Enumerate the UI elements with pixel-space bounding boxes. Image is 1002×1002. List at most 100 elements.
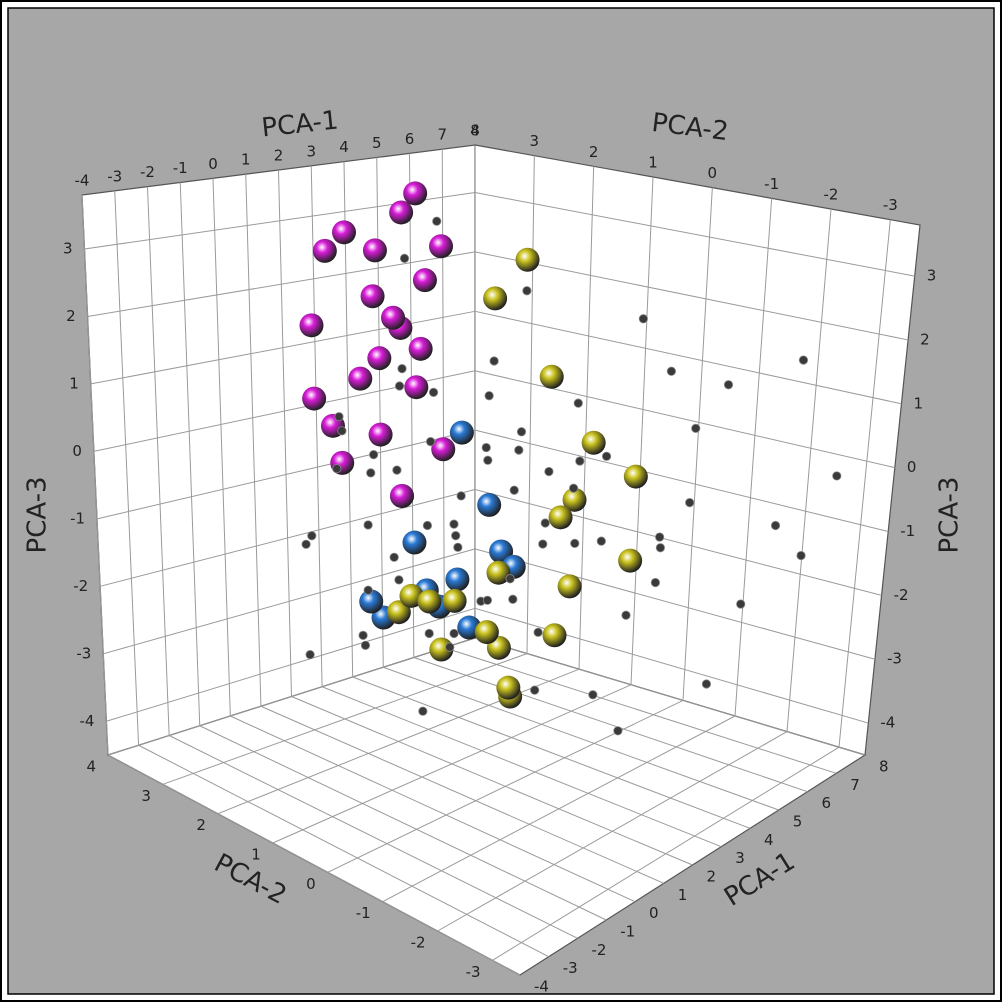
sphere-point <box>496 675 521 700</box>
point <box>399 253 410 263</box>
grid-line <box>444 647 837 774</box>
sphere-point <box>389 200 414 225</box>
grid-line <box>260 705 664 884</box>
sphere-point <box>539 364 564 389</box>
point <box>508 594 518 604</box>
tick-label: -2 <box>73 577 88 595</box>
point <box>509 485 519 495</box>
grid-line <box>437 731 788 932</box>
tick-label: -3 <box>563 959 578 977</box>
grid-line <box>107 637 476 756</box>
tick-label: 0 <box>649 904 659 922</box>
point <box>449 628 459 639</box>
sphere-point <box>429 234 454 259</box>
z-axis-title: PCA-3 <box>23 477 53 554</box>
point <box>394 381 405 391</box>
grid-line <box>838 219 891 748</box>
tick-label: 3 <box>306 142 316 160</box>
point <box>428 387 439 397</box>
tick-label: 2 <box>707 868 717 886</box>
tick-label: 8 <box>470 122 480 140</box>
point <box>569 483 579 493</box>
point <box>514 445 524 455</box>
point <box>522 286 532 296</box>
tick-label: 6 <box>822 794 832 812</box>
grid-line <box>272 684 632 844</box>
tick-label: -1 <box>900 522 915 540</box>
tick-label: -3 <box>883 196 898 214</box>
sphere-point <box>431 437 456 462</box>
point <box>701 679 712 689</box>
grid-line <box>382 715 736 903</box>
tick-label: -3 <box>107 167 122 185</box>
marks <box>299 181 842 736</box>
grid-line <box>81 194 109 756</box>
sphere-point <box>299 313 324 338</box>
tick-label: 4 <box>470 122 480 140</box>
tick-label: 8 <box>879 758 889 776</box>
sphere-point <box>562 487 587 512</box>
sphere-point <box>417 589 442 614</box>
grid-line <box>413 657 808 793</box>
point <box>334 412 344 422</box>
grid-line <box>212 178 231 717</box>
grid-line <box>474 192 915 277</box>
sphere-point <box>404 375 429 400</box>
grid-line <box>321 686 722 848</box>
tick-label: 4 <box>86 758 96 776</box>
point <box>389 552 399 562</box>
tick-label: -4 <box>534 978 549 996</box>
point <box>538 539 548 549</box>
z-axis-title: PCA-3 <box>935 477 965 554</box>
grid-line <box>734 198 773 717</box>
grid-line <box>630 176 654 685</box>
grid-line <box>441 149 445 648</box>
tick-label: 1 <box>648 154 658 172</box>
point <box>397 364 407 374</box>
tick-label: 1 <box>69 374 79 392</box>
point <box>575 456 585 466</box>
grid-line <box>138 744 549 958</box>
point <box>363 520 373 530</box>
point <box>369 450 379 460</box>
sphere-point <box>368 422 393 447</box>
tick-label: -2 <box>824 186 839 204</box>
tick-label: 1 <box>251 846 261 864</box>
point <box>456 491 466 501</box>
sphere-point <box>449 420 474 445</box>
grid-line <box>343 161 354 678</box>
point <box>638 314 648 324</box>
tick-label: -2 <box>140 163 155 181</box>
sphere-point <box>542 623 567 648</box>
point <box>832 471 842 481</box>
point <box>573 398 583 408</box>
point <box>723 380 734 390</box>
point <box>736 599 746 609</box>
point <box>307 531 317 541</box>
tick-label: 2 <box>196 816 206 834</box>
grid-line <box>474 607 869 724</box>
grid-line <box>474 310 902 405</box>
point <box>366 468 376 478</box>
tick-label: -3 <box>466 963 481 981</box>
point <box>533 627 543 637</box>
point <box>482 595 493 605</box>
point <box>613 726 623 736</box>
tick-label: -1 <box>356 904 371 922</box>
sphere-point <box>381 305 406 330</box>
grid-line <box>107 754 521 976</box>
tick-label: 1 <box>241 151 251 169</box>
tick-label: 0 <box>708 164 718 182</box>
sphere-point <box>581 430 606 455</box>
tick-label: 0 <box>72 442 82 460</box>
sphere-point <box>367 346 392 371</box>
grid-line <box>474 429 889 532</box>
tick-label: -1 <box>620 923 635 941</box>
tick-label: 1 <box>913 394 923 412</box>
grid-line <box>168 735 578 939</box>
tick-label: -1 <box>764 175 779 193</box>
point <box>691 423 701 433</box>
point <box>394 575 404 585</box>
